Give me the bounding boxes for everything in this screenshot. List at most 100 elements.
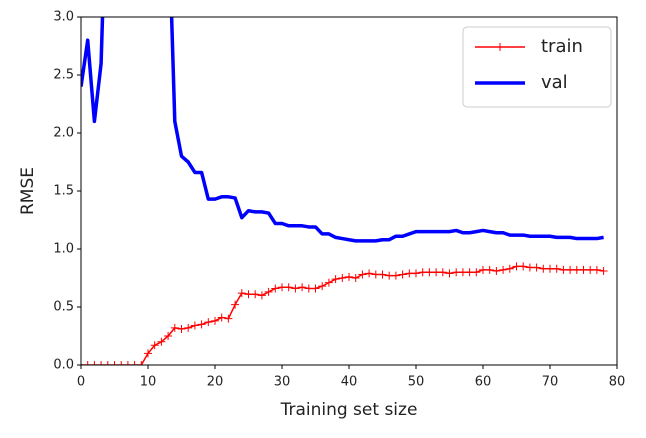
marker (103, 361, 112, 365)
marker (137, 361, 146, 365)
marker (217, 313, 226, 322)
marker (532, 263, 541, 272)
marker (130, 361, 139, 365)
marker (150, 341, 159, 350)
marker (123, 361, 132, 365)
marker (291, 284, 300, 293)
y-tick-label: 1.0 (53, 242, 74, 257)
marker (378, 270, 387, 279)
x-tick-label: 0 (77, 375, 85, 390)
legend-label: val (541, 72, 568, 93)
marker (278, 283, 286, 292)
x-tick-label: 80 (609, 375, 626, 390)
y-axis-label: RMSE (18, 167, 38, 215)
x-tick-label: 30 (274, 375, 291, 390)
marker (425, 268, 434, 277)
marker (251, 290, 260, 299)
x-axis-label: Training set size (280, 400, 418, 420)
marker (432, 268, 441, 277)
x-tick-label: 10 (140, 375, 157, 390)
marker (499, 265, 508, 274)
marker (525, 263, 534, 272)
marker (371, 270, 380, 279)
x-tick-label: 70 (542, 375, 559, 390)
marker (546, 264, 554, 273)
marker (539, 264, 548, 273)
marker (458, 268, 467, 277)
marker (177, 325, 186, 334)
x-tick-label: 40 (341, 375, 358, 390)
marker (418, 268, 427, 277)
marker (338, 274, 347, 282)
marker (398, 270, 407, 279)
marker (97, 361, 106, 365)
marker (204, 318, 213, 327)
marker (211, 316, 219, 325)
marker (157, 337, 166, 346)
marker (271, 284, 280, 293)
marker (117, 361, 126, 365)
x-tick-label: 50 (408, 375, 425, 390)
marker (83, 361, 92, 365)
marker (244, 290, 253, 299)
y-tick-label: 1.5 (53, 184, 74, 199)
y-tick-label: 2.5 (53, 68, 74, 83)
marker (479, 265, 487, 274)
marker (472, 268, 481, 277)
y-tick-label: 0.0 (53, 358, 74, 373)
marker (552, 264, 561, 273)
marker (318, 282, 327, 291)
x-tick-label: 20 (207, 375, 224, 390)
marker (257, 291, 266, 300)
marker (485, 265, 494, 274)
marker (412, 269, 420, 278)
marker (170, 323, 179, 332)
marker (465, 268, 474, 277)
plot-frame (80, 16, 618, 366)
y-tick-label: 0.5 (53, 300, 74, 315)
marker (572, 265, 581, 274)
marker (351, 274, 360, 282)
legend-label: train (541, 36, 583, 57)
legend-marker (496, 43, 504, 51)
marker (452, 268, 461, 277)
plot-area (81, 17, 608, 365)
y-tick-label: 3.0 (53, 10, 74, 25)
marker (599, 267, 608, 276)
x-tick-label: 60 (475, 375, 492, 390)
marker (190, 321, 199, 330)
marker (586, 265, 595, 274)
marker (90, 361, 99, 365)
marker (445, 269, 454, 278)
marker (304, 284, 313, 293)
marker (385, 271, 394, 280)
marker (519, 262, 528, 271)
marker (264, 287, 273, 296)
marker (284, 283, 293, 292)
marker (492, 267, 501, 276)
marker (566, 265, 575, 274)
marker (405, 269, 414, 278)
marker (324, 278, 333, 287)
marker (164, 332, 173, 340)
marker (579, 265, 588, 274)
legend-box (462, 26, 612, 108)
marker (438, 268, 447, 277)
marker (559, 265, 568, 274)
marker (365, 269, 374, 278)
marker (391, 271, 400, 280)
marker (512, 262, 521, 271)
marker (197, 320, 206, 329)
marker (592, 265, 601, 274)
marker (224, 314, 233, 323)
marker (110, 361, 119, 365)
marker (237, 289, 246, 298)
marker (184, 323, 193, 332)
marker (298, 283, 307, 292)
marker (358, 270, 367, 279)
marker (311, 284, 320, 293)
marker (345, 272, 353, 281)
y-tick-label: 2.0 (53, 126, 74, 141)
